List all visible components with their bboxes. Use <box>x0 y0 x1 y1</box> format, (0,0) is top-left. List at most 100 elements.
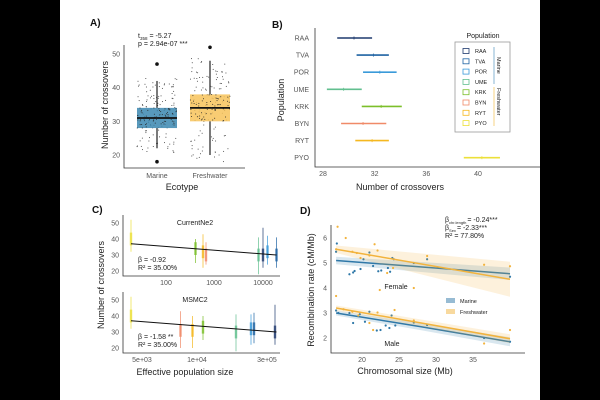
jitter-point <box>145 78 147 80</box>
pop-iqr-por <box>266 245 269 259</box>
panel-c-ytick: 20 <box>111 269 119 276</box>
jitter-point <box>152 134 154 136</box>
jitter-point <box>191 148 193 150</box>
jitter-point <box>208 94 210 96</box>
data-point-marine <box>483 336 486 340</box>
data-point-freshwater <box>386 271 389 275</box>
jitter-point <box>201 118 203 120</box>
panel-c-ytick: 50 <box>111 221 119 228</box>
jitter-point <box>202 146 204 148</box>
jitter-point <box>145 115 147 117</box>
jitter-point <box>196 80 198 82</box>
jitter-point <box>152 146 154 148</box>
jitter-point <box>142 104 144 106</box>
jitter-point <box>198 135 200 137</box>
jitter-point <box>146 91 148 93</box>
jitter-point <box>202 87 204 89</box>
jitter-point <box>216 71 218 73</box>
panel-c-ytick: 20 <box>111 346 119 353</box>
panel-b-ytick: KRK <box>295 104 310 111</box>
jitter-point <box>220 88 222 90</box>
jitter-point <box>206 108 208 110</box>
jitter-point <box>137 114 139 116</box>
data-point-marine <box>394 324 397 327</box>
jitter-point <box>215 79 217 81</box>
jitter-point <box>148 140 150 142</box>
jitter-point <box>144 124 146 126</box>
jitter-point <box>153 102 155 104</box>
panel-d-axes <box>330 225 525 354</box>
jitter-point <box>171 92 173 94</box>
outlier-point <box>155 159 159 164</box>
jitter-point <box>161 114 163 116</box>
data-point-marine <box>353 269 356 273</box>
panel-a-ytick: 20 <box>112 153 120 160</box>
panel-c-xtick: 1e+04 <box>187 357 207 364</box>
jitter-point <box>224 134 226 136</box>
pop-iqr-byn <box>179 324 182 337</box>
jitter-point <box>220 83 222 85</box>
panel-c-xlabel: Effective population size <box>137 367 234 377</box>
jitter-point <box>173 121 175 123</box>
jitter-point <box>167 146 169 148</box>
data-point-marine <box>358 313 361 316</box>
regression-line <box>130 320 277 333</box>
jitter-point <box>203 116 205 118</box>
jitter-point <box>172 86 174 88</box>
data-point-marine <box>352 271 355 274</box>
jitter-point <box>156 117 158 119</box>
data-point-marine <box>359 267 362 271</box>
jitter-point <box>211 86 213 88</box>
jitter-point <box>217 98 219 100</box>
panel-c-xtick: 10000 <box>253 280 273 287</box>
jitter-point <box>173 141 175 143</box>
data-point-freshwater <box>351 250 354 253</box>
data-point-freshwater <box>483 342 486 345</box>
jitter-point <box>215 140 217 142</box>
panel-b-xlabel: Number of crossovers <box>356 182 445 192</box>
panel-d-beta-sex: βSex= -2.33*** <box>445 225 487 233</box>
jitter-point <box>164 83 166 85</box>
data-point-freshwater <box>376 311 379 314</box>
jitter-point <box>157 97 159 99</box>
jitter-point <box>205 88 207 90</box>
jitter-point <box>145 86 147 88</box>
jitter-point <box>198 102 200 104</box>
jitter-point <box>203 124 205 126</box>
jitter-point <box>206 104 208 106</box>
panel-d-ytick: 4 <box>323 286 327 293</box>
jitter-point <box>152 86 154 88</box>
jitter-point <box>198 156 200 158</box>
jitter-point <box>160 111 162 113</box>
jitter-point <box>171 120 173 122</box>
panel-d-xtick: 30 <box>432 357 440 364</box>
data-point-freshwater <box>391 266 395 270</box>
jitter-point <box>145 106 147 108</box>
jitter-point <box>206 75 208 77</box>
data-point-freshwater <box>368 321 371 325</box>
jitter-point <box>165 136 167 138</box>
panel-b-ylabel: Population <box>276 79 286 122</box>
jitter-point <box>216 100 218 102</box>
data-point-freshwater <box>508 265 512 268</box>
panel-b-xtick: 28 <box>319 171 327 178</box>
jitter-point <box>147 109 149 111</box>
jitter-point <box>211 94 213 96</box>
jitter-point <box>161 87 163 89</box>
jitter-point <box>170 118 172 120</box>
pop-iqr-byn <box>204 248 208 262</box>
jitter-point <box>205 113 207 115</box>
legend-key-pyo <box>462 120 470 126</box>
jitter-point <box>137 85 139 87</box>
data-point-freshwater <box>359 256 362 260</box>
jitter-point <box>160 123 162 125</box>
jitter-point <box>228 101 230 103</box>
jitter-point <box>200 119 202 121</box>
panel-b-ytick: PYO <box>294 155 309 162</box>
jitter-point <box>163 123 165 125</box>
jitter-point <box>141 109 143 111</box>
panel-b-legend-box <box>454 41 511 133</box>
panel-c-ytick: 30 <box>111 330 119 337</box>
jitter-point <box>201 60 203 62</box>
